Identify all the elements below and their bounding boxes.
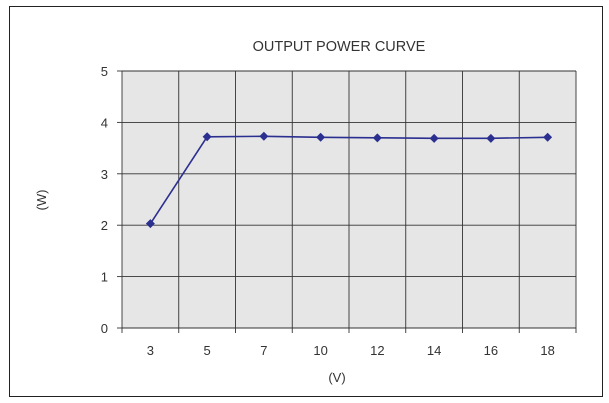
y-tick-label: 1 — [101, 270, 108, 285]
series-line — [149, 135, 548, 225]
x-tick-label: 16 — [484, 343, 498, 358]
chart-title: OUTPUT POWER CURVE — [253, 39, 426, 55]
y-axis-label: (W) — [34, 190, 49, 211]
x-tick-label: 3 — [147, 343, 154, 358]
data-point — [543, 132, 553, 142]
data-point — [202, 132, 212, 142]
data-point — [316, 132, 326, 142]
x-tick-label: 12 — [370, 343, 384, 358]
data-point — [429, 133, 439, 143]
axes — [117, 70, 577, 333]
x-tick-label: 14 — [427, 343, 441, 358]
y-tick-label: 0 — [101, 321, 108, 336]
x-tick-label: 7 — [260, 343, 267, 358]
grid-lines — [121, 70, 577, 329]
x-axis-label: (V) — [328, 370, 345, 385]
y-tick-label: 2 — [101, 218, 108, 233]
y-tick-label: 4 — [101, 115, 108, 130]
y-tick-label: 5 — [101, 64, 108, 79]
data-point — [259, 131, 269, 141]
x-tick-label: 5 — [204, 343, 211, 358]
x-tick-label: 10 — [313, 343, 327, 358]
y-tick-label: 3 — [101, 167, 108, 182]
series — [145, 131, 553, 229]
data-point — [486, 133, 496, 143]
data-point — [372, 133, 382, 143]
data-point — [145, 219, 155, 229]
x-tick-label: 18 — [540, 343, 554, 358]
